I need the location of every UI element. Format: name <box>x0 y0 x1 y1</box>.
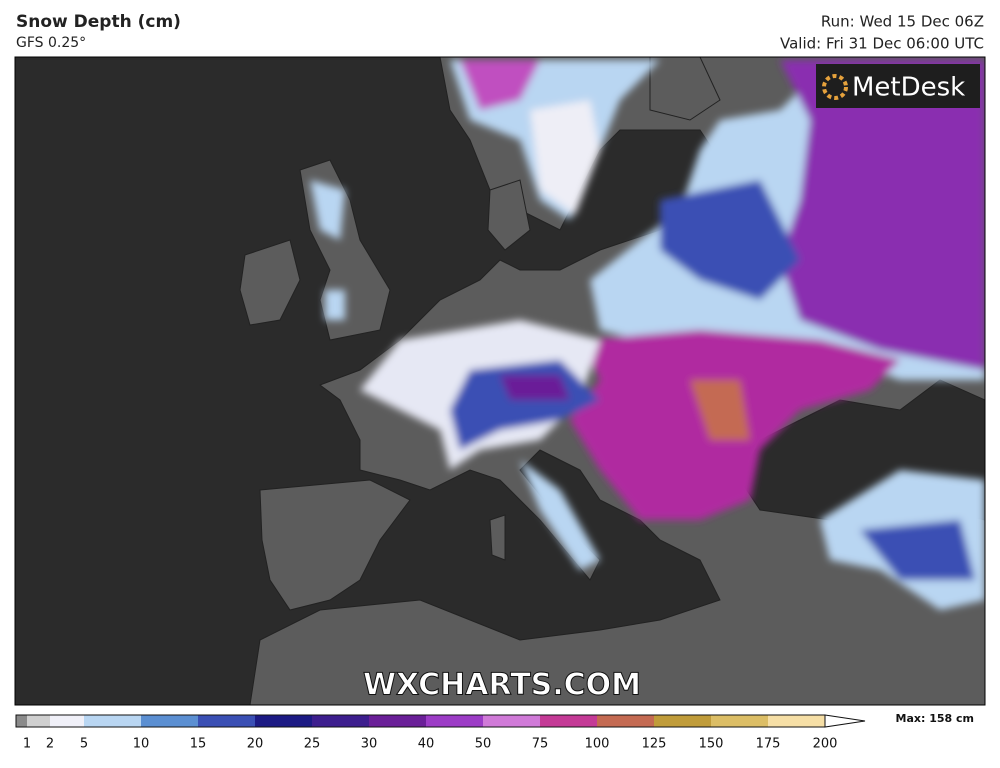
legend-swatch <box>16 715 27 727</box>
legend-swatch <box>84 715 141 727</box>
legend-tick-label: 125 <box>642 737 667 752</box>
legend-swatch <box>141 715 198 727</box>
legend-swatch <box>654 715 711 727</box>
denmark <box>487 179 531 251</box>
legend-swatch <box>27 715 50 727</box>
sardinia <box>489 514 506 561</box>
legend-swatch <box>198 715 255 727</box>
legend-swatch <box>597 715 654 727</box>
legend-swatch <box>369 715 426 727</box>
legend: 1 2 5 10 15 20 25 30 40 50 75 100 125 150 175 200 <box>15 714 866 752</box>
legend-tick-label: 25 <box>304 737 321 752</box>
legend-tick-label: 15 <box>190 737 207 752</box>
logo: MetDesk <box>852 73 965 103</box>
legend-swatch <box>50 715 84 727</box>
legend-swatch <box>768 715 825 727</box>
title: Snow Depth (cm) <box>16 12 181 32</box>
legend-tick-label: 150 <box>699 737 724 752</box>
legend-max: Max: 158 cm <box>896 712 974 725</box>
valid-time: Valid: Fri 31 Dec 06:00 UTC <box>780 35 984 53</box>
finland-coast <box>649 57 721 121</box>
legend-swatch <box>483 715 540 727</box>
legend-swatch <box>312 715 369 727</box>
legend-tick-label: 1 <box>23 737 31 752</box>
legend-tick-label: 30 <box>361 737 378 752</box>
legend-swatch <box>426 715 483 727</box>
legend-tick-label: 10 <box>133 737 150 752</box>
run-time: Run: Wed 15 Dec 06Z <box>821 13 984 31</box>
logo-box: MetDesk <box>816 64 980 108</box>
model: GFS 0.25° <box>16 35 86 51</box>
map-frame <box>14 56 986 706</box>
legend-tick-label: 20 <box>247 737 264 752</box>
map: MetDesk WXCHARTS.COM <box>15 57 985 705</box>
legend-swatch <box>540 715 597 727</box>
legend-tick-label: 2 <box>46 737 54 752</box>
legend-tick-label: 75 <box>532 737 549 752</box>
legend-tick-label: 200 <box>813 737 838 752</box>
legend-tick-label: 40 <box>418 737 435 752</box>
legend-swatch <box>711 715 768 727</box>
watermark: WXCHARTS.COM <box>363 668 641 703</box>
legend-swatch <box>255 715 312 727</box>
legend-arrow <box>824 714 866 728</box>
legend-tick-label: 175 <box>756 737 781 752</box>
iberia <box>259 479 411 611</box>
ireland <box>239 239 301 326</box>
snow-cover <box>310 60 985 610</box>
legend-tick-label: 50 <box>475 737 492 752</box>
legend-tick-label: 5 <box>80 737 88 752</box>
legend-tick-label: 100 <box>585 737 610 752</box>
legend-border <box>15 714 826 728</box>
